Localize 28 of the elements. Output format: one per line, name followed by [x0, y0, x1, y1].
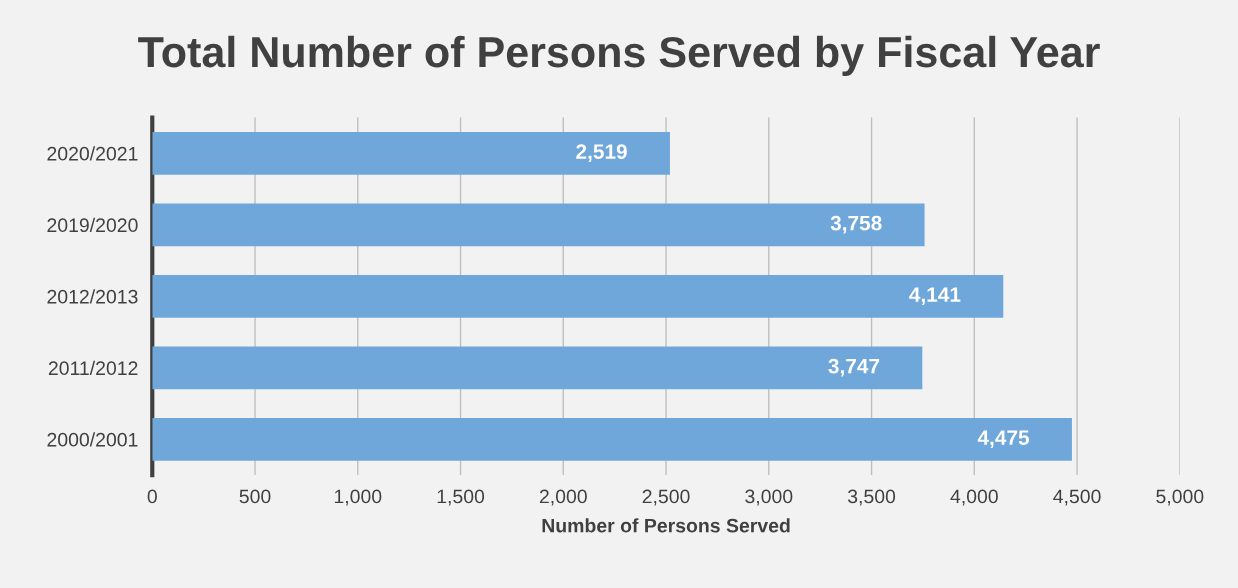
- y-tick-label: 2020/2021: [47, 146, 138, 161]
- x-tick-label: 1,500: [437, 489, 485, 506]
- x-tick-label: 2,000: [539, 489, 587, 506]
- x-tick-label: 3,500: [847, 489, 896, 506]
- x-tick-label: 2,500: [642, 489, 690, 506]
- x-tick-label: 500: [239, 489, 271, 504]
- x-tick-label: 1,000: [334, 489, 382, 506]
- bar: [152, 274, 1004, 318]
- bar: [152, 131, 670, 175]
- y-tick-label: 2000/2001: [47, 432, 138, 447]
- y-tick-label: 2011/2012: [48, 360, 138, 376]
- chart-title: Total Number of Persons Served by Fiscal Year: [138, 35, 1100, 76]
- data-label: 4,475: [977, 430, 1030, 448]
- bar: [152, 203, 925, 247]
- x-tick-label: 3,000: [745, 489, 793, 506]
- y-tick-label: 2012/2013: [47, 289, 138, 304]
- y-tick-label: 2019/2020: [47, 217, 138, 233]
- data-label: 2,519: [576, 144, 627, 162]
- x-tick-label: 5,000: [1156, 489, 1204, 506]
- x-tick-label: 4,000: [950, 489, 998, 506]
- bar: [152, 346, 923, 390]
- bar: [152, 417, 1072, 461]
- x-tick-label: 4,500: [1053, 489, 1101, 506]
- x-tick-label: 0: [147, 489, 157, 504]
- data-label: 3,747: [828, 358, 880, 377]
- data-label: 3,758: [830, 215, 882, 234]
- x-axis-title: Number of Persons Served: [542, 518, 790, 533]
- data-label: 4,141: [909, 287, 961, 305]
